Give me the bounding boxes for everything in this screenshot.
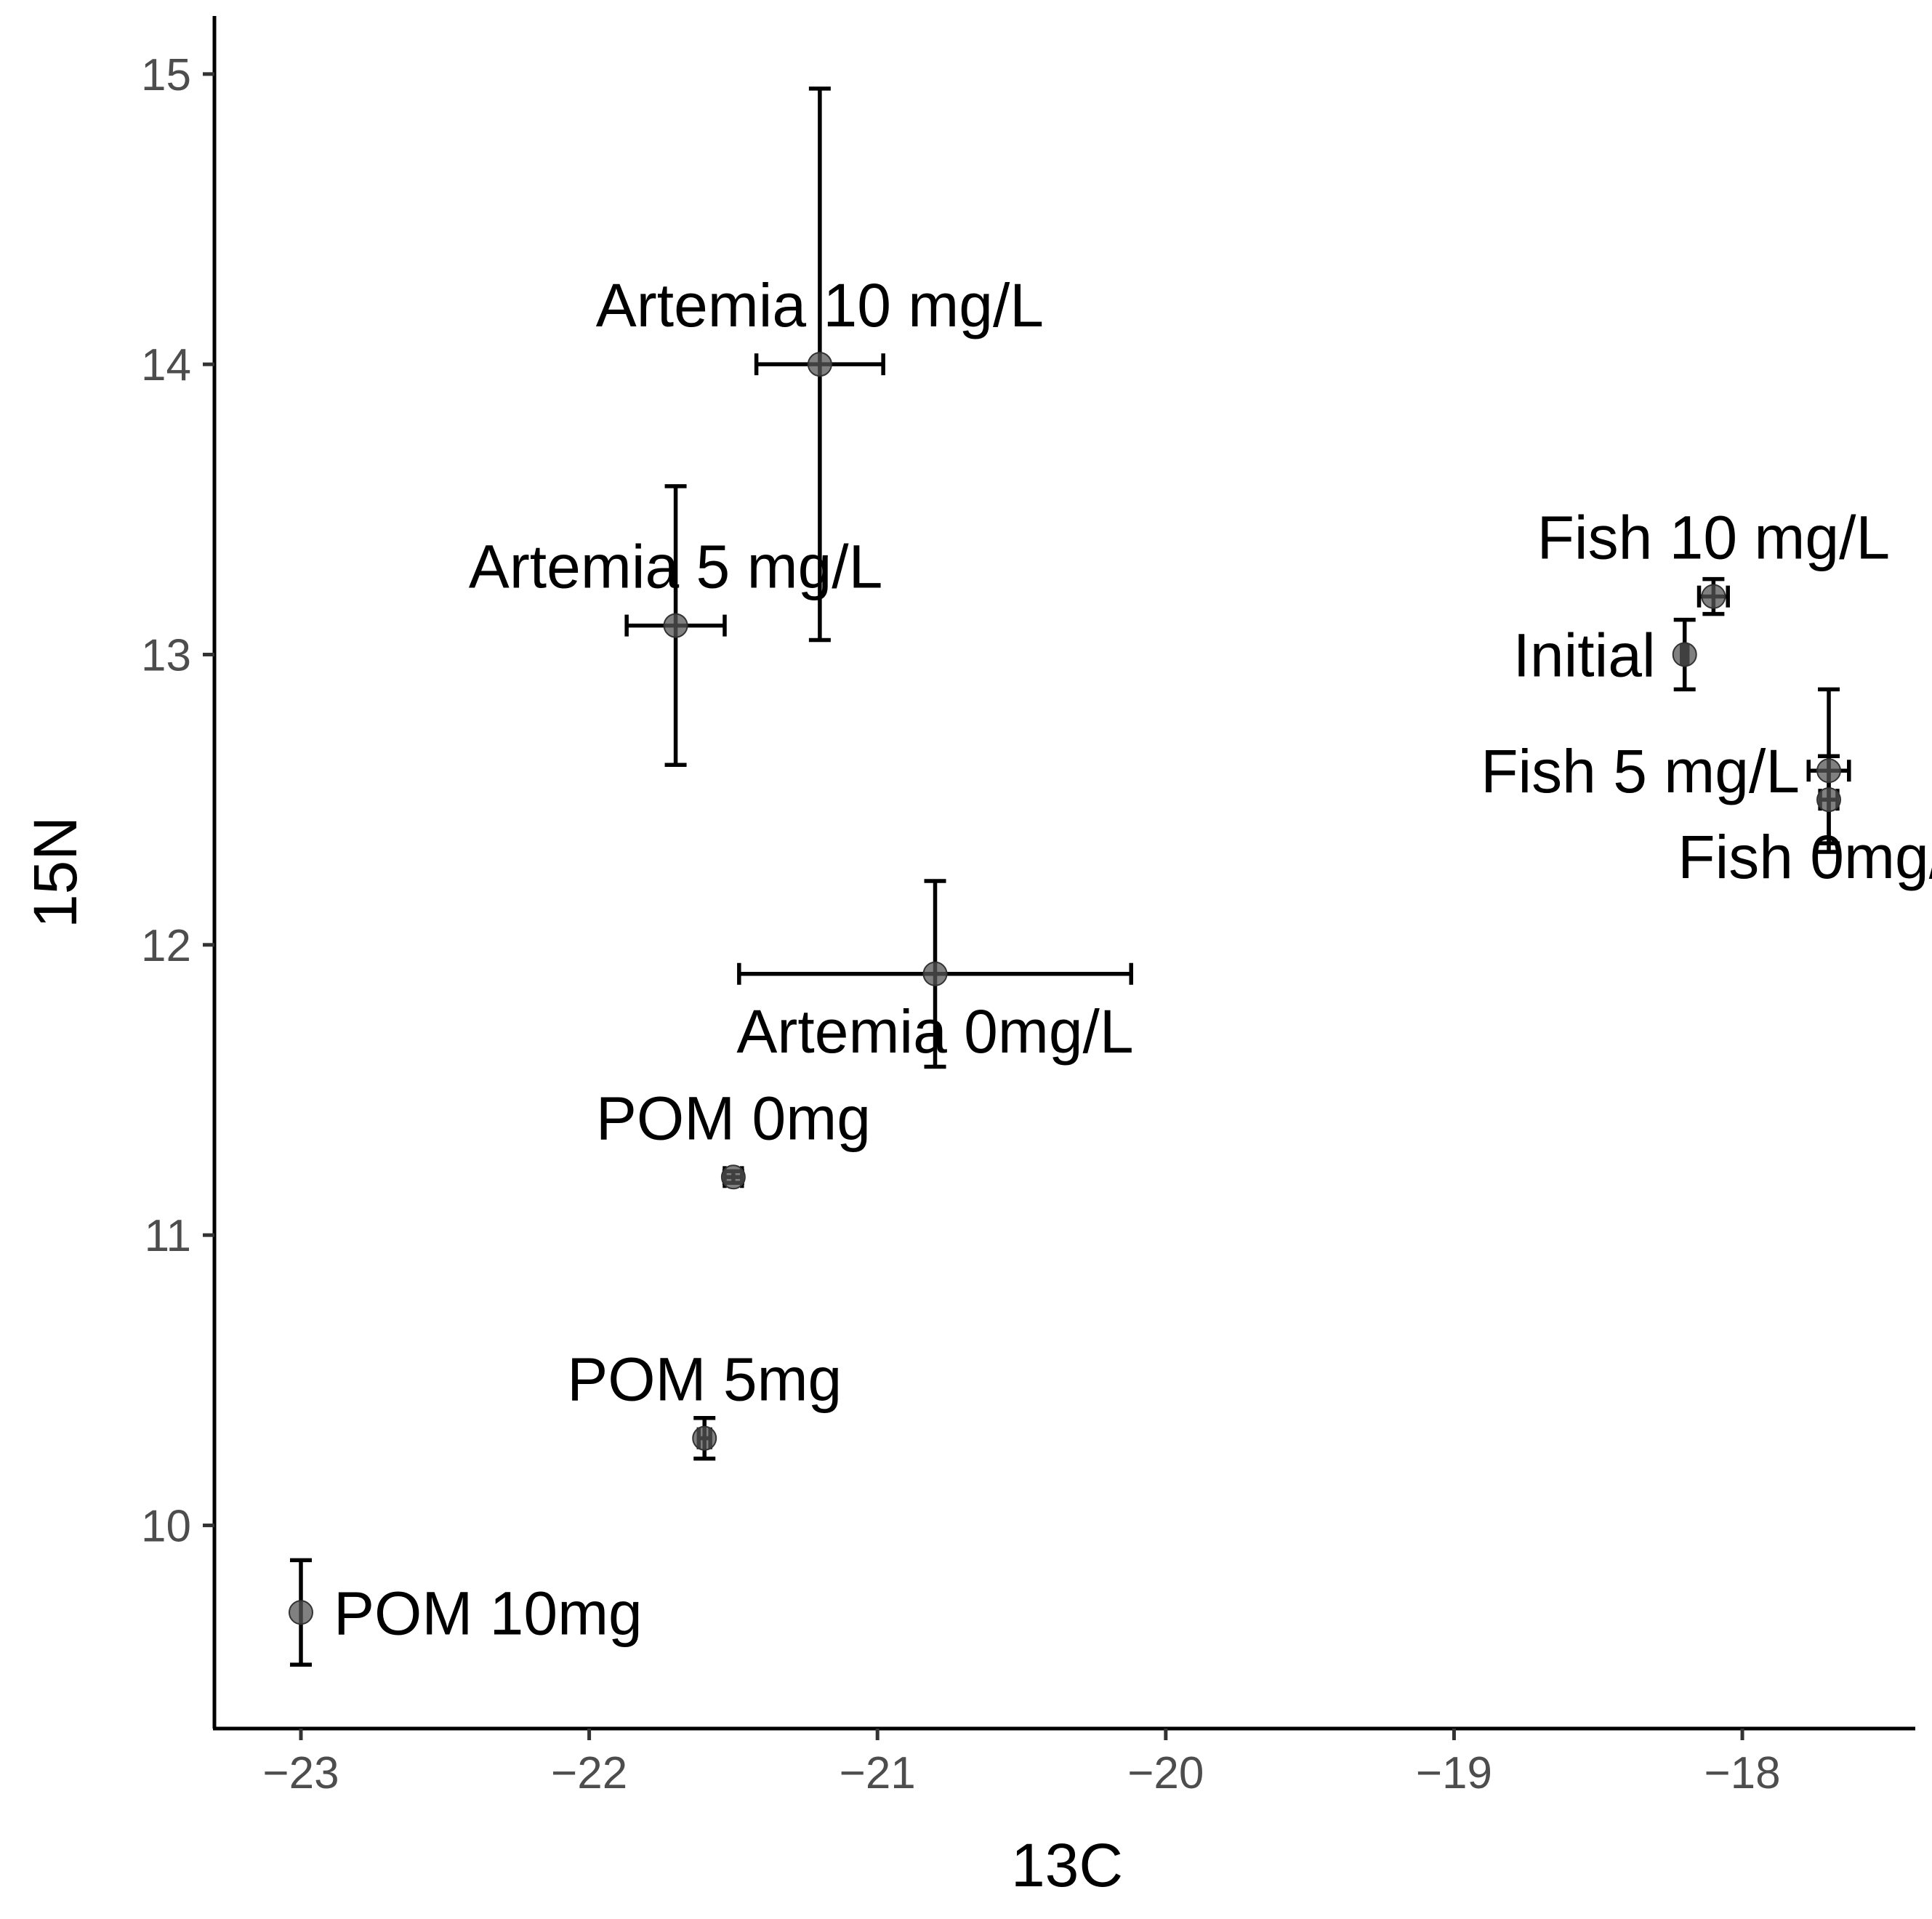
data-point xyxy=(807,352,832,377)
data-point xyxy=(922,961,948,986)
x-ticks: −23 −22 −21 −20 −19 −18 xyxy=(262,1729,1781,1798)
y-tick-label: 12 xyxy=(141,921,191,971)
y-tick-label: 10 xyxy=(141,1501,191,1551)
point-label: Fish 10 mg/L xyxy=(1537,504,1891,572)
data-point xyxy=(663,613,688,638)
data-point xyxy=(720,1164,746,1190)
x-tick-label: −18 xyxy=(1704,1748,1780,1798)
x-tick-label: −20 xyxy=(1127,1748,1204,1798)
point-label: Fish 5 mg/L xyxy=(1481,737,1800,805)
y-tick-label: 14 xyxy=(141,340,191,390)
data-point xyxy=(1816,758,1842,784)
y-ticks: 10 11 12 13 14 15 xyxy=(141,50,214,1551)
y-tick-label: 15 xyxy=(141,50,191,100)
x-axis-title: 13C xyxy=(1011,1831,1123,1899)
point-label: POM 10mg xyxy=(334,1579,643,1647)
point-labels: Artemia 10 mg/L Artemia 5 mg/L Artemia 0mg… xyxy=(334,271,1932,1647)
x-tick-label: −21 xyxy=(840,1748,916,1798)
point-label: Artemia 0mg/L xyxy=(736,997,1133,1066)
data-point xyxy=(1816,787,1842,813)
axes xyxy=(212,16,1915,1731)
point-label: POM 5mg xyxy=(567,1345,842,1414)
y-tick-label: 13 xyxy=(141,631,191,681)
data-point xyxy=(1672,642,1697,667)
data-point xyxy=(692,1425,717,1451)
y-tick-label: 11 xyxy=(145,1211,191,1261)
x-tick-label: −23 xyxy=(262,1748,339,1798)
data-points xyxy=(288,352,1842,1625)
point-label: Artemia 5 mg/L xyxy=(469,533,883,601)
error-bars xyxy=(289,87,1851,1667)
data-point xyxy=(288,1600,313,1625)
y-axis-title: 15N xyxy=(21,816,89,928)
x-tick-label: −22 xyxy=(551,1748,627,1798)
point-label: Fish 0mg/L xyxy=(1678,823,1932,891)
x-tick-label: −19 xyxy=(1416,1748,1492,1798)
point-label: POM 0mg xyxy=(596,1084,871,1152)
point-label: Artemia 10 mg/L xyxy=(596,271,1044,339)
data-point xyxy=(1701,584,1726,609)
point-label: Initial xyxy=(1513,621,1656,690)
